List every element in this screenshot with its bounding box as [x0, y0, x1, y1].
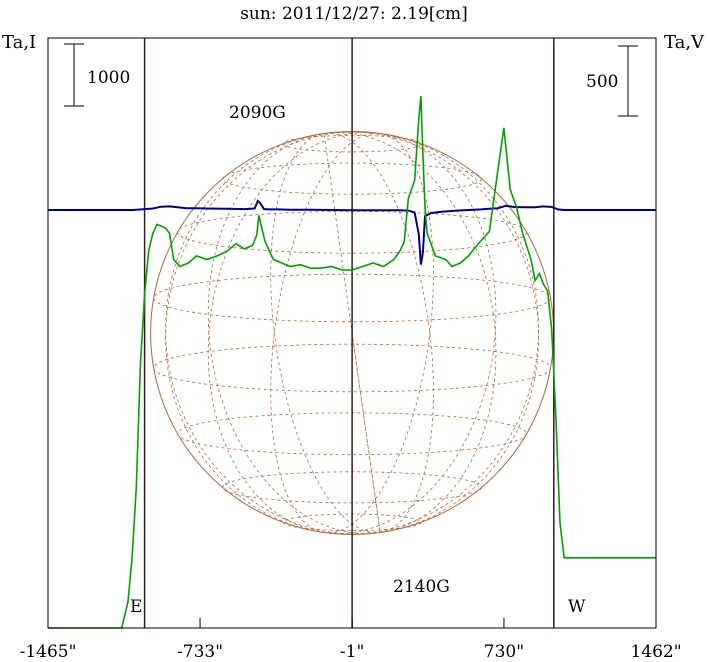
- limb-lines: [143, 38, 555, 628]
- annotation-west: W: [568, 597, 586, 617]
- scale-bar-right: 500: [586, 45, 638, 117]
- series-polarization-line: [48, 96, 656, 629]
- x-axis-ticks: -1465" -733" -1" 730" 1462": [20, 618, 682, 662]
- x-tick-label: 730": [484, 642, 524, 662]
- left-axis-label: Ta,I: [2, 32, 36, 53]
- series-group: [48, 96, 656, 629]
- annotation-east: E: [130, 597, 142, 617]
- annotation-2140g: 2140G: [393, 577, 450, 597]
- x-tick-label: -1465": [20, 642, 77, 662]
- chart-title: sun: 2011/12/27: 2.19[cm]: [240, 4, 468, 24]
- x-tick-label: -1": [340, 642, 364, 662]
- annotation-2090g: 2090G: [229, 103, 286, 123]
- scale-bar-left: 1000: [64, 43, 130, 107]
- right-axis-label: Ta,V: [664, 32, 705, 53]
- x-tick-label: 1462": [630, 642, 681, 662]
- series-intensity-line: [48, 199, 656, 265]
- x-tick-label: -733": [177, 642, 223, 662]
- scale-bar-right-label: 500: [586, 72, 618, 92]
- scale-bar-left-label: 1000: [87, 68, 130, 88]
